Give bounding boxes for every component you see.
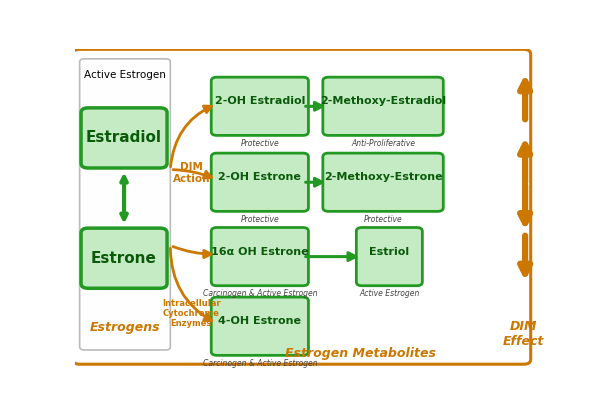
Text: Active Estrogen: Active Estrogen [359,289,419,298]
FancyBboxPatch shape [81,108,167,168]
Text: Protective: Protective [241,139,279,148]
Text: Carcinogen & Active Estrogen: Carcinogen & Active Estrogen [203,359,317,368]
Text: Carcinogen & Active Estrogen: Carcinogen & Active Estrogen [203,289,317,298]
FancyBboxPatch shape [211,153,308,211]
FancyBboxPatch shape [81,228,167,288]
Text: Estrogen Metabolites: Estrogen Metabolites [286,347,436,360]
Text: Protective: Protective [364,215,403,224]
Text: 4-OH Estrone: 4-OH Estrone [218,316,301,326]
FancyBboxPatch shape [80,59,170,350]
Text: 2-OH Estrone: 2-OH Estrone [218,172,301,182]
Text: 2-Methoxy-Estradiol: 2-Methoxy-Estradiol [320,96,446,106]
Text: 2-Methoxy-Estrone: 2-Methoxy-Estrone [324,172,442,182]
Text: 16α OH Estrone: 16α OH Estrone [211,247,308,256]
Text: 2-OH Estradiol: 2-OH Estradiol [215,96,305,106]
FancyBboxPatch shape [356,228,422,286]
Text: DIM
Effect: DIM Effect [503,320,544,348]
Text: Protective: Protective [241,215,279,224]
Text: Estradiol: Estradiol [86,130,162,145]
Text: Estriol: Estriol [369,247,409,256]
Text: Estrone: Estrone [91,251,157,266]
Text: Active Estrogen: Active Estrogen [84,69,166,80]
Text: Anti-Proliferative: Anti-Proliferative [351,139,415,148]
FancyBboxPatch shape [211,77,308,135]
FancyBboxPatch shape [323,153,443,211]
FancyBboxPatch shape [211,228,308,286]
Text: Estrogens: Estrogens [89,321,160,334]
Text: Intracellular
Cytochrome
Enzymes: Intracellular Cytochrome Enzymes [162,299,221,328]
Text: DIM
Action: DIM Action [173,162,210,184]
FancyBboxPatch shape [323,77,443,135]
FancyBboxPatch shape [211,297,308,356]
